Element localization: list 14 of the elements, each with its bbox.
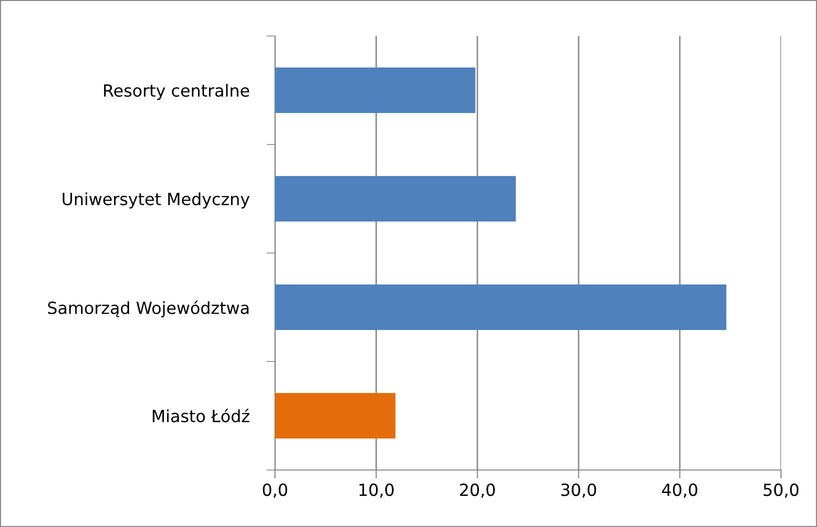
bar [275, 67, 476, 114]
x-tick-label: 40,0 [662, 483, 698, 498]
x-tick-label: 30,0 [561, 483, 596, 498]
y-tick-label: Miasto Łódź [152, 408, 250, 422]
bar [275, 392, 396, 439]
bar [275, 176, 516, 222]
x-tick-label: 10,0 [359, 483, 394, 498]
y-tick-label: Uniwersytet Medyczny [62, 192, 250, 209]
y-tick-label: Resorty centralne [104, 84, 250, 100]
x-tick-label: 20,0 [460, 483, 495, 498]
x-tick-label: 50,0 [764, 483, 798, 498]
bar [275, 284, 726, 330]
x-tick-label: 0,0 [262, 483, 288, 498]
y-tick-label: Samorząd Województwa [48, 300, 248, 318]
